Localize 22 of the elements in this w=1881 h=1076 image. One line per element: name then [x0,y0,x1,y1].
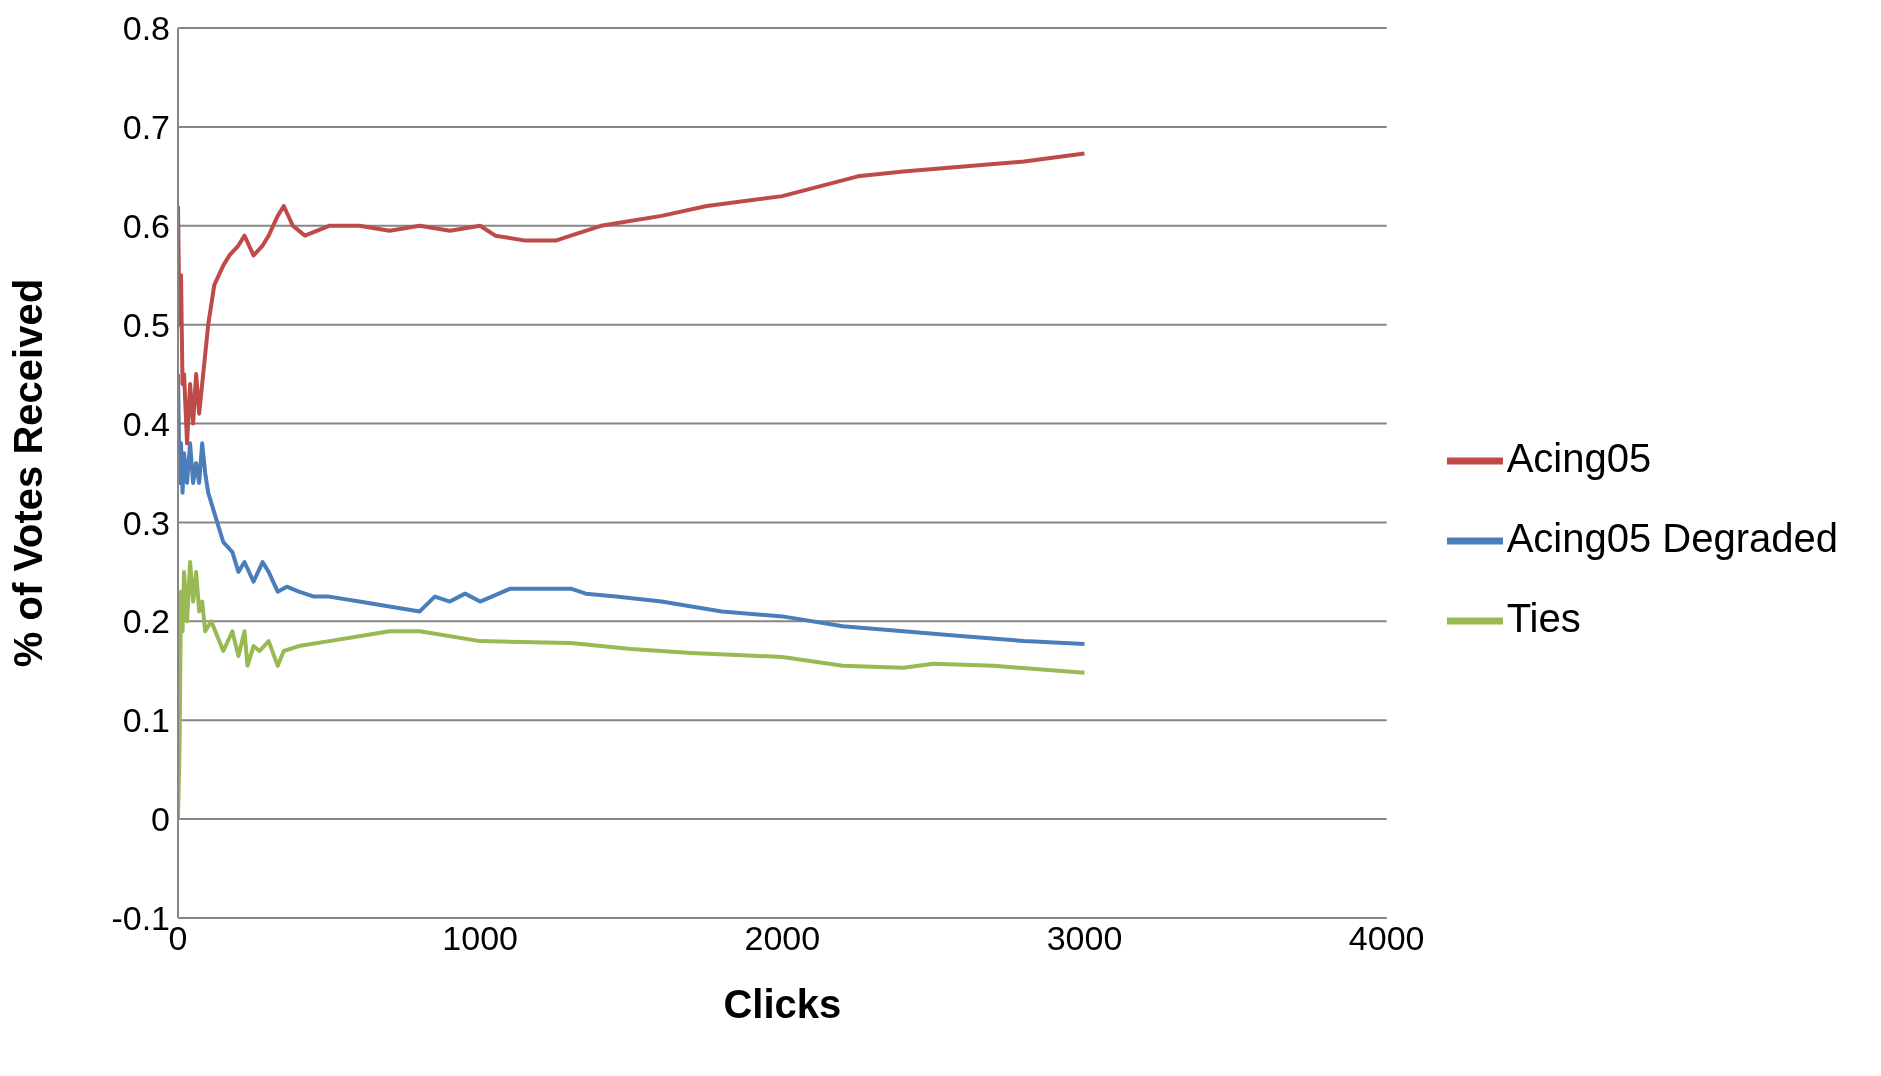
legend-label: Acing05 Degraded [1506,516,1838,560]
x-tick-label: 1000 [442,919,518,958]
y-tick-label: -0.1 [111,899,170,938]
line-series [178,151,1087,446]
y-tick-label: 0.7 [122,107,170,146]
x-tick-label: 4000 [1348,919,1425,958]
y-tick-label: 0 [151,800,170,839]
x-tick-label: 2000 [744,919,821,958]
legend-label: Ties [1506,596,1581,640]
x-tick-label: 3000 [1046,919,1123,958]
y-tick-label: 0.2 [122,602,170,641]
line-series [178,560,1087,822]
y-axis-title: % of Votes Received [6,278,51,668]
y-tick-label: 0.5 [122,305,170,344]
y-tick-label: 0.3 [122,503,170,542]
y-tick-label: 0.4 [122,404,170,443]
x-axis-title: Clicks [723,982,842,1026]
y-tick-label: 0.8 [122,9,170,48]
legend-label: Acing05 [1506,436,1652,480]
line-series [178,372,1087,647]
y-tick-label: 0.6 [122,206,170,245]
y-tick-label: 0.1 [122,701,170,740]
